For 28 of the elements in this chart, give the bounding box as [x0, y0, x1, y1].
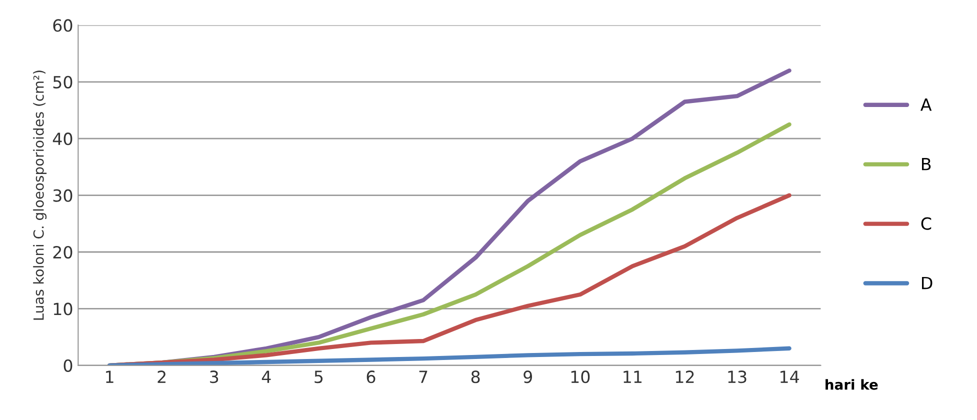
y-tick-label: 20 — [53, 246, 72, 259]
legend-label: B — [922, 158, 931, 170]
x-axis-title: hari ke — [826, 379, 878, 390]
x-tick-label: 9 — [524, 370, 532, 384]
x-tick-label: 11 — [624, 370, 642, 383]
y-tick-label: 50 — [53, 76, 72, 88]
line-series — [107, 346, 792, 366]
y-tick-label: 60 — [53, 19, 72, 32]
y-tick-label: 40 — [52, 132, 72, 146]
x-tick-label: 7 — [419, 370, 428, 383]
legend-label: A — [920, 98, 932, 111]
x-tick-label: 4 — [262, 370, 271, 383]
legend-label: C — [921, 217, 932, 230]
x-tick-label: 2 — [158, 370, 166, 383]
x-tick-label: 10 — [571, 370, 590, 384]
x-tick-label: 14 — [780, 370, 799, 383]
x-tick-label: 13 — [728, 370, 746, 384]
x-tick-label: 6 — [366, 370, 376, 384]
y-axis-title: Luas koloni C. gloeosporioides (cm²) — [33, 70, 47, 320]
x-tick-label: 3 — [210, 370, 218, 384]
x-tick-label: 5 — [314, 370, 323, 384]
x-tick-label: 12 — [676, 370, 694, 383]
x-tick-label: 1 — [106, 370, 114, 383]
y-tick-label: 30 — [53, 189, 72, 202]
y-tick-label: 10 — [54, 302, 72, 316]
x-tick-label: 8 — [471, 370, 480, 384]
y-tick-label: 0 — [64, 359, 72, 372]
legend-label: D — [922, 276, 932, 290]
